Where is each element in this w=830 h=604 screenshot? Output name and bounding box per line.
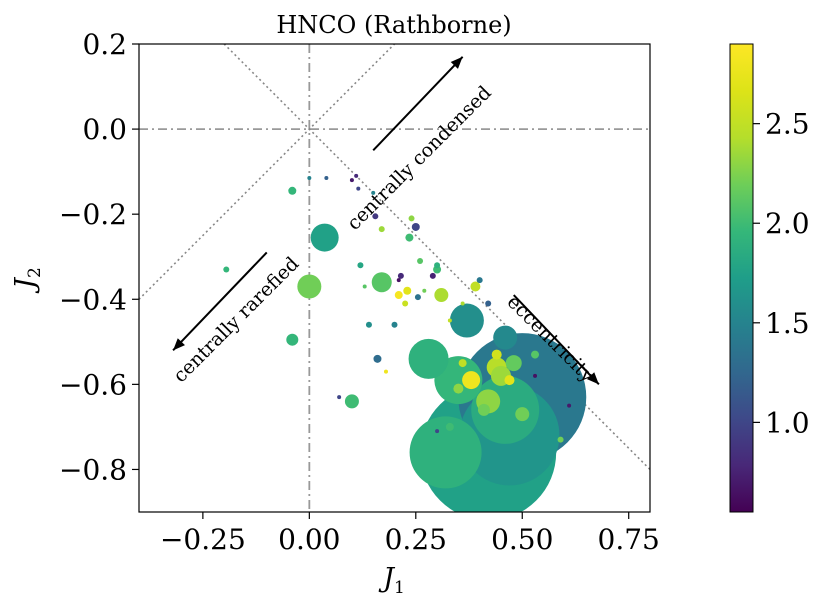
data-point: [557, 436, 564, 443]
x-axis: −0.25 0.00 0.25 0.50 0.75: [160, 512, 660, 556]
data-point: [504, 375, 515, 386]
data-point: [371, 272, 392, 293]
data-point: [344, 394, 359, 409]
data-point: [434, 288, 449, 303]
annotation-centrally-condensed: centrally condensed: [343, 82, 496, 235]
data-point: [458, 359, 467, 368]
data-point: [371, 190, 376, 195]
x-tick-label: 0.00: [278, 523, 340, 556]
data-point: [357, 262, 364, 269]
data-point: [408, 215, 415, 222]
data-point: [373, 354, 382, 363]
annotation-centrally-rarefied-arrowhead: [173, 338, 185, 351]
colorbar-tick-label: 2.5: [765, 108, 810, 141]
data-point: [362, 284, 367, 289]
data-point: [365, 321, 372, 328]
annotation-eccentricity-arrowhead: [587, 372, 599, 385]
data-point: [515, 407, 530, 422]
data-point: [567, 403, 572, 408]
data-point: [491, 349, 502, 360]
y-tick-label: −0.4: [59, 283, 127, 316]
data-point: [453, 383, 464, 394]
y-tick-label: −0.6: [59, 368, 127, 401]
data-point: [378, 226, 385, 233]
colorbar-gradient: [729, 43, 754, 513]
x-tick-label: 0.75: [598, 523, 660, 556]
colorbar-tick-label: 1.0: [765, 406, 810, 439]
x-tick-label: −0.25: [160, 523, 246, 556]
data-point: [310, 223, 339, 252]
data-point: [391, 321, 398, 328]
data-point: [356, 186, 361, 191]
colorbar: 1.0 1.5 2.0 2.5: [729, 43, 810, 513]
data-point: [409, 416, 482, 489]
y-axis: 0.2 0.0 −0.2 −0.4 −0.6 −0.8: [59, 28, 139, 486]
data-point: [307, 176, 312, 181]
x-tick-label: 0.50: [491, 523, 553, 556]
data-point: [476, 277, 483, 284]
data-point: [337, 395, 342, 400]
reference-lines: [139, 44, 650, 512]
diagonal-line-positive: [139, 44, 396, 301]
data-point: [422, 288, 427, 293]
data-point: [286, 333, 299, 346]
data-point: [372, 213, 379, 220]
colorbar-tick-label: 1.5: [765, 307, 810, 340]
data-point: [531, 350, 540, 359]
data-point: [394, 291, 403, 300]
data-point: [405, 233, 414, 242]
y-tick-label: −0.8: [59, 453, 127, 486]
annotation-centrally-rarefied-arrow: [172, 251, 268, 352]
data-point: [297, 274, 322, 299]
y-axis-label: J2: [10, 267, 45, 294]
data-point: [462, 371, 481, 390]
data-point: [447, 318, 452, 323]
data-point: [411, 222, 420, 231]
annotation-centrally-rarefied: centrally rarefied: [169, 253, 303, 387]
data-point: [434, 262, 441, 269]
x-axis-label: J1: [378, 563, 405, 598]
annotation-centrally-condensed-arrowhead: [450, 56, 463, 69]
data-point: [402, 300, 409, 307]
data-point: [396, 278, 401, 283]
data-point: [449, 303, 484, 338]
data-point: [433, 265, 442, 274]
data-point: [533, 373, 538, 378]
colorbar-ticks: 1.0 1.5 2.0 2.5: [753, 108, 810, 439]
data-point: [288, 186, 297, 195]
data-point: [435, 429, 440, 434]
y-tick-label: −0.2: [59, 198, 127, 231]
plot-frame: [138, 43, 651, 513]
data-point: [349, 178, 354, 183]
data-point: [324, 176, 329, 181]
data-point: [414, 294, 421, 301]
data-point: [460, 301, 465, 306]
x-tick-label: 0.25: [385, 523, 447, 556]
data-point: [408, 338, 449, 379]
data-point: [493, 325, 518, 350]
data-point: [223, 266, 230, 273]
y-tick-label: 0.2: [82, 28, 127, 61]
diagonal-line-negative: [223, 44, 650, 471]
data-point: [403, 286, 412, 295]
data-point: [429, 272, 436, 279]
data-point: [477, 403, 490, 416]
data-point: [354, 173, 359, 178]
colorbar-tick-label: 2.0: [765, 207, 810, 240]
data-point: [434, 356, 483, 405]
data-point: [417, 257, 424, 264]
data-point: [397, 272, 404, 279]
annotation-centrally-condensed-arrow: [372, 56, 464, 152]
annotation-eccentricity-arrow: [513, 294, 600, 386]
data-point: [470, 281, 481, 292]
data-point: [485, 300, 492, 307]
data-point: [383, 369, 388, 374]
y-tick-label: 0.0: [82, 113, 127, 146]
chart-title: HNCO (Rathborne): [276, 11, 511, 39]
data-point: [505, 355, 522, 372]
data-point: [445, 422, 454, 431]
data-points: [223, 173, 587, 512]
